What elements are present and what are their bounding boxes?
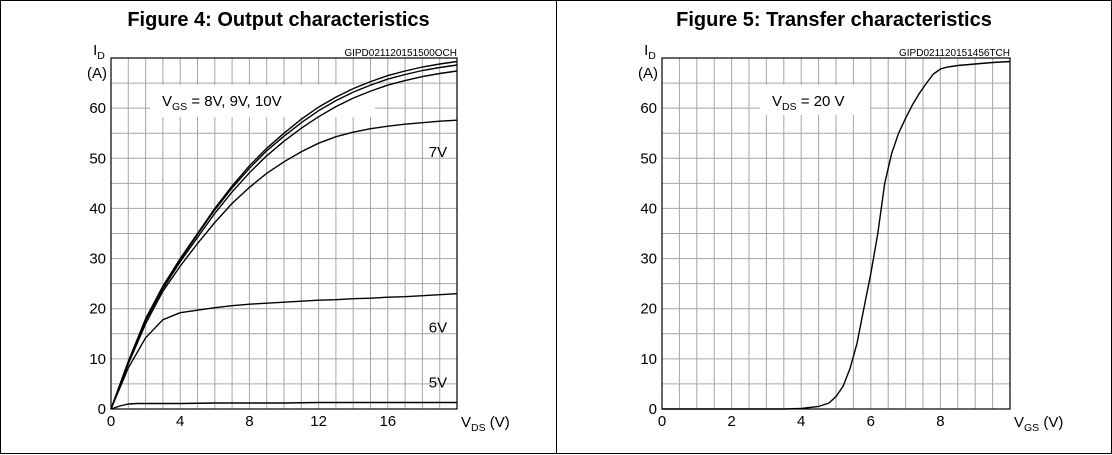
annotation-box: [760, 85, 870, 115]
y-tick-label: 60: [640, 100, 657, 117]
x-tick-label: 12: [310, 413, 327, 430]
x-tick-label: 4: [797, 413, 805, 430]
grid-lines: [662, 58, 1010, 409]
x-tick-label: 0: [107, 413, 115, 430]
curve-label: 7V: [429, 144, 447, 161]
y-tick-label: 20: [640, 301, 657, 318]
annotation-label: VDS = 20 V: [772, 93, 845, 113]
y-tick-label: 60: [89, 100, 106, 117]
y-axis-label: ID: [93, 42, 105, 62]
annotation-label: VGS = 8V, 9V, 10V: [162, 93, 282, 113]
x-axis-label: VDS (V): [461, 414, 510, 434]
series-line-id: [662, 60, 1011, 410]
x-tick-label: 4: [176, 413, 184, 430]
series-line-7V: [110, 119, 458, 410]
plot-frame: [661, 57, 1011, 410]
y-tick-label: 40: [640, 200, 657, 217]
y-axis-unit: (A): [638, 65, 658, 82]
curve-label: 5V: [429, 374, 447, 391]
y-tick-label: 30: [640, 251, 657, 268]
figure-5-title: Figure 5: Transfer characteristics: [676, 9, 992, 31]
series-line-9V: [110, 64, 458, 410]
y-tick-label: 40: [89, 200, 106, 217]
series-line-6V: [110, 293, 458, 410]
y-tick-label: 30: [89, 251, 106, 268]
y-tick-label: 10: [89, 351, 106, 368]
y-tick-label: 0: [649, 401, 657, 418]
y-axis-unit: (A): [87, 65, 107, 82]
y-tick-label: 10: [640, 351, 657, 368]
y-tick-label: 50: [640, 150, 657, 167]
y-tick-label: 50: [89, 150, 106, 167]
x-tick-label: 16: [379, 413, 396, 430]
y-axis-label: ID: [644, 42, 656, 62]
x-tick-label: 0: [658, 413, 666, 430]
plot-frame: [110, 57, 458, 410]
curve-label: 6V: [429, 319, 447, 336]
figure-4-title: Figure 4: Output characteristics: [127, 9, 430, 31]
series-line-8V: [110, 70, 458, 410]
y-tick-label: 20: [89, 301, 106, 318]
x-axis-label: VGS (V): [1014, 414, 1063, 434]
figure-code: GIPD021120151500OCH: [344, 48, 457, 59]
x-tick-label: 6: [867, 413, 875, 430]
x-tick-label: 2: [727, 413, 735, 430]
annotation-box: [150, 85, 375, 117]
series-line-5V: [110, 401, 457, 410]
figure-code: GIPD021120151456TCH: [899, 48, 1010, 59]
x-tick-label: 8: [245, 413, 253, 430]
x-tick-label: 8: [936, 413, 944, 430]
y-tick-label: 0: [98, 401, 106, 418]
